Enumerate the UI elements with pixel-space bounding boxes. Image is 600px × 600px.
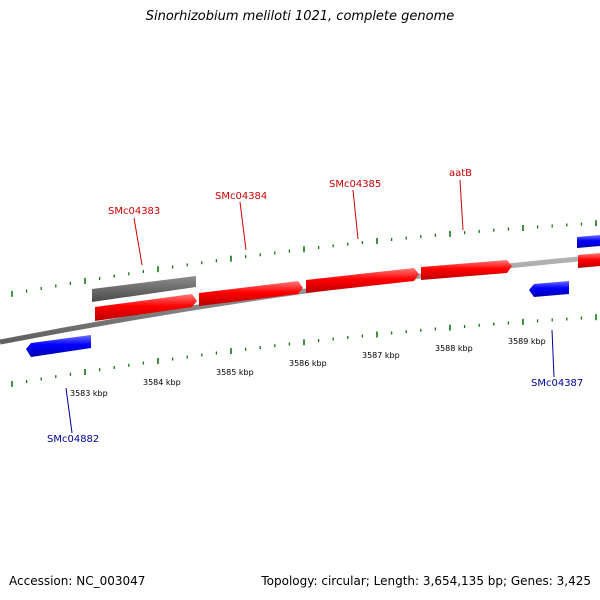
scale-label-3589: 3589 kbp: [508, 337, 546, 346]
scale-label-3586: 3586 kbp: [289, 359, 327, 368]
gene-arrow-edge-forward: [578, 253, 600, 268]
map-title: Sinorhizobium meliloti 1021, complete ge…: [145, 9, 455, 24]
scale-label-3583: 3583 kbp: [70, 389, 108, 398]
gene-arrow-SMc04882: [26, 335, 91, 357]
gene-label-aatB: aatB: [449, 168, 472, 179]
gene-arrow-edge-reverse: [577, 235, 600, 248]
gene-label-SMc04383: SMc04383: [108, 206, 160, 217]
scale-label-3585: 3585 kbp: [216, 368, 254, 377]
outer-tick-track: [11, 220, 597, 297]
gene-arrow-SMc04383: [95, 294, 197, 321]
gene-label-SMc04384: SMc04384: [215, 191, 267, 202]
label-leader-lines: [65, 179, 555, 434]
gene-label-SMc04882: SMc04882: [47, 434, 99, 445]
scale-label-3588: 3588 kbp: [435, 344, 473, 353]
inner-tick-track: [11, 314, 597, 387]
gene-arrow-SMc04384: [199, 281, 303, 306]
gene-label-SMc04385: SMc04385: [329, 179, 381, 190]
gene-label-SMc04387: SMc04387: [531, 378, 583, 389]
genome-summary-text: Topology: circular; Length: 3,654,135 bp…: [261, 574, 591, 588]
accession-text: Accession: NC_003047: [9, 574, 146, 588]
scale-label-3587: 3587 kbp: [362, 351, 400, 360]
gray-feature: [92, 276, 196, 302]
scale-label-3584: 3584 kbp: [143, 378, 181, 387]
gene-arrow-aatB: [421, 260, 512, 280]
gene-arrow-SMc04385: [306, 268, 419, 293]
gene-arrow-SMc04387: [529, 281, 569, 297]
genome-backbone: [0, 254, 600, 345]
